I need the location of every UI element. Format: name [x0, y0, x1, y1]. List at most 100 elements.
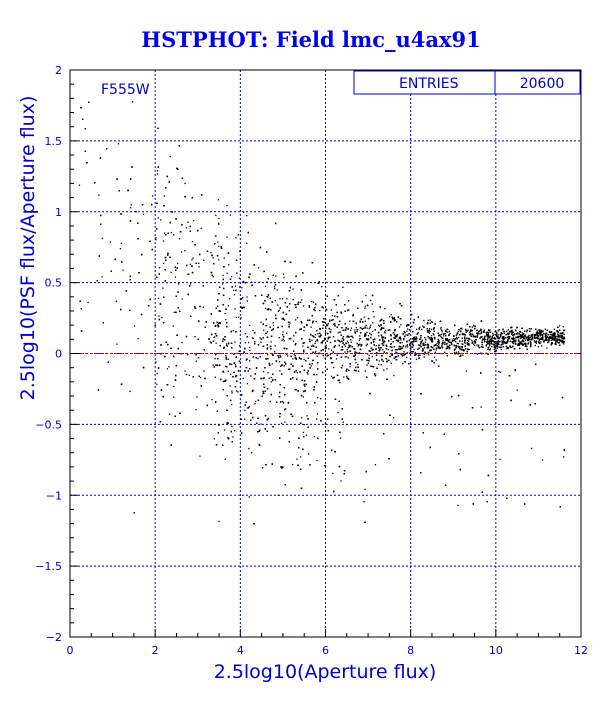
data-point	[274, 300, 276, 302]
data-point	[385, 329, 387, 332]
data-point	[218, 223, 220, 225]
data-point	[224, 312, 226, 315]
data-point	[333, 336, 335, 338]
data-point	[306, 415, 308, 417]
data-point	[402, 347, 404, 349]
data-point	[302, 396, 304, 398]
data-point	[544, 333, 546, 335]
data-point	[286, 298, 288, 300]
data-point	[156, 383, 158, 385]
data-point	[480, 330, 482, 332]
data-point	[513, 340, 515, 342]
data-point	[223, 429, 226, 431]
data-point	[160, 219, 162, 221]
data-point	[271, 378, 274, 380]
data-point	[173, 396, 175, 398]
data-point	[390, 343, 392, 345]
data-point	[347, 357, 349, 359]
data-point	[423, 319, 425, 322]
data-point	[335, 358, 338, 360]
data-point	[528, 337, 530, 339]
data-point	[292, 299, 294, 301]
data-point	[447, 341, 449, 343]
data-point	[332, 319, 334, 321]
data-point	[284, 421, 286, 423]
data-point	[406, 356, 408, 358]
data-point	[254, 403, 256, 405]
data-point	[528, 339, 531, 341]
data-point	[184, 182, 186, 185]
data-point	[251, 337, 254, 339]
data-point	[455, 344, 457, 347]
data-point	[227, 305, 229, 307]
data-point	[278, 361, 281, 363]
data-point	[370, 324, 372, 326]
data-point	[233, 294, 236, 296]
data-point	[332, 366, 335, 369]
data-point	[327, 336, 330, 339]
data-point	[181, 341, 183, 344]
data-point	[402, 363, 404, 365]
data-point	[315, 320, 317, 323]
data-point	[195, 409, 197, 411]
data-point	[258, 443, 260, 445]
data-point	[283, 318, 285, 320]
data-point	[330, 356, 332, 359]
data-point	[226, 205, 228, 207]
data-point	[282, 273, 285, 275]
data-point	[235, 316, 237, 319]
data-point	[278, 337, 280, 339]
data-point	[491, 346, 493, 348]
data-point	[548, 338, 550, 340]
data-point	[396, 352, 398, 354]
data-point	[164, 232, 166, 234]
data-point	[255, 400, 257, 403]
data-point	[180, 251, 183, 253]
data-point	[518, 335, 520, 338]
data-point	[316, 459, 318, 462]
data-point	[257, 267, 260, 269]
data-point	[328, 348, 330, 350]
data-point	[320, 398, 322, 400]
data-point	[451, 340, 453, 342]
data-point	[324, 318, 327, 320]
data-point	[198, 320, 200, 323]
data-point	[486, 342, 488, 344]
data-point	[251, 390, 253, 393]
data-point	[401, 347, 403, 349]
data-point	[155, 361, 157, 363]
data-point	[248, 341, 250, 344]
data-point	[487, 348, 489, 351]
data-point	[239, 286, 241, 288]
data-point	[412, 345, 414, 347]
data-point	[546, 336, 548, 338]
data-point	[225, 354, 227, 357]
data-point	[199, 455, 201, 457]
data-point	[402, 345, 404, 347]
data-point	[378, 363, 380, 365]
data-point	[262, 393, 264, 395]
data-point	[286, 332, 288, 334]
data-point	[405, 334, 407, 336]
data-point	[252, 337, 254, 339]
data-point	[342, 336, 345, 338]
data-point	[499, 346, 501, 348]
data-point	[306, 372, 308, 374]
data-point	[302, 305, 305, 307]
data-point	[234, 285, 237, 287]
data-point	[168, 413, 171, 415]
data-point	[351, 335, 353, 337]
data-point	[312, 301, 315, 303]
data-point	[322, 307, 324, 309]
data-point	[507, 329, 510, 331]
data-point	[541, 345, 543, 347]
data-point	[339, 437, 342, 439]
data-point	[381, 327, 384, 329]
data-point	[340, 349, 342, 351]
chart-title: HSTPHOT: Field lmc_u4ax91	[141, 27, 480, 52]
data-point	[369, 299, 372, 302]
data-point	[217, 199, 220, 201]
data-point	[270, 341, 272, 343]
data-point	[487, 329, 490, 331]
data-point	[411, 346, 413, 348]
